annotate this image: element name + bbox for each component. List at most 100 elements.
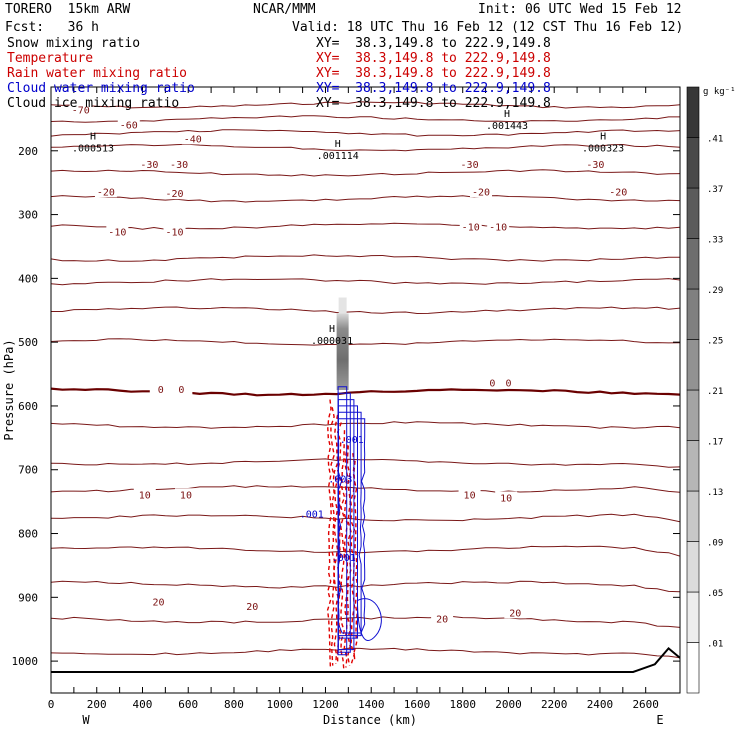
- temperature-label: -40: [184, 134, 202, 145]
- temperature-label: 20: [436, 615, 448, 626]
- colorbar-label: .37: [707, 185, 723, 195]
- temperature-label: -20: [609, 187, 627, 198]
- temperature-label: -20: [97, 187, 115, 198]
- org-label: NCAR/MMM: [253, 2, 316, 17]
- x-tick-label: 1800: [449, 698, 476, 711]
- colorbar-swatch: [686, 541, 700, 593]
- temperature-label: -20: [472, 187, 490, 198]
- temperature-label-bg: [138, 157, 161, 170]
- colorbar-swatch: [686, 187, 700, 239]
- temperature-label: -10: [165, 227, 183, 238]
- temperature-label-bg: [458, 488, 481, 501]
- x-tick-label: 2600: [632, 698, 659, 711]
- maximum-value: .001114: [317, 151, 359, 162]
- x-tick-label: 400: [133, 698, 153, 711]
- temperature-label: -10: [489, 222, 507, 233]
- temperature-label: -30: [170, 160, 188, 171]
- colorbar-swatch: [686, 137, 700, 189]
- plot-frame: [50, 86, 681, 694]
- temperature-label: 0: [158, 385, 164, 396]
- temperature-label: 20: [246, 602, 258, 613]
- temperature-contour: [51, 545, 680, 557]
- temperature-label-bg: [487, 220, 510, 233]
- colorbar-swatch: [686, 440, 700, 492]
- field-name-temperature: Temperature: [7, 51, 94, 66]
- rain-water-contour: [326, 399, 332, 668]
- snow-mixing-ratio-shading: [338, 297, 347, 314]
- y-tick-label: 800: [18, 528, 38, 541]
- forecast-hour: Fcst: 36 h: [5, 20, 99, 35]
- cloud-water-label: .001: [300, 510, 324, 521]
- temperature-contour: [51, 254, 680, 262]
- snow-mixing-ratio-shading: [336, 313, 349, 390]
- east-label: E: [656, 713, 663, 727]
- colorbar-swatch: [686, 389, 700, 441]
- colorbar-label: .05: [707, 589, 723, 599]
- rain-water-contour: [339, 430, 346, 670]
- cloud-water-label: .003: [328, 474, 352, 485]
- x-tick-label: 600: [178, 698, 198, 711]
- temperature-contour: [51, 580, 680, 593]
- temperature-contour: [51, 115, 680, 123]
- temperature-contour: [51, 647, 680, 659]
- x-tick-label: 2200: [541, 698, 568, 711]
- y-tick-label: 200: [18, 145, 38, 158]
- temperature-contour: [51, 421, 680, 429]
- temperature-label-bg: [163, 187, 186, 200]
- temperature-label: 10: [139, 490, 151, 501]
- terrain-line: [51, 646, 680, 673]
- temperature-contour: [51, 101, 680, 109]
- temperature-label-bg: [94, 185, 117, 198]
- maximum-marker: H: [329, 324, 335, 335]
- x-tick-label: 2400: [587, 698, 614, 711]
- plot-area: [51, 87, 680, 693]
- temperature-label-bg: [607, 185, 630, 198]
- temperature-contour: [51, 615, 680, 628]
- temperature-label-bg: [168, 157, 191, 170]
- colorbar-swatch: [686, 86, 700, 138]
- colorbar-label: .17: [707, 438, 723, 448]
- west-label: W: [82, 713, 90, 727]
- maximum-marker: H: [504, 109, 510, 120]
- colorbar-label: .41: [707, 135, 723, 145]
- temperature-contour: [51, 278, 680, 286]
- field-xy-rain: XY= 38.3,149.8 to 222.9,149.8: [316, 66, 551, 81]
- field-name-snow: Snow mixing ratio: [7, 36, 141, 51]
- y-axis-label: Pressure (hPa): [2, 339, 16, 440]
- temperature-label-bg: [504, 606, 527, 619]
- temperature-contour: [51, 485, 680, 493]
- temperature-contour: [51, 513, 680, 523]
- maximum-marker: H: [90, 132, 96, 143]
- y-tick-label: 400: [18, 272, 38, 285]
- y-tick-label: 300: [18, 209, 38, 222]
- cloud-water-label: .001: [340, 435, 364, 446]
- temperature-label: -10: [108, 227, 126, 238]
- colorbar-swatch: [686, 339, 700, 391]
- temperature-contour: [51, 222, 680, 230]
- temperature-label: 10: [500, 493, 512, 504]
- temperature-label-bg: [497, 376, 520, 389]
- temperature-label-bg: [106, 225, 129, 238]
- x-tick-label: 1400: [358, 698, 385, 711]
- colorbar-label: .29: [707, 286, 723, 296]
- rain-water-contour: [353, 460, 359, 662]
- colorbar-swatch: [686, 490, 700, 542]
- rain-water-contour: [343, 437, 349, 668]
- field-xy-cloud-ice: XY= 38.3,149.8 to 222.9,149.8: [316, 96, 551, 111]
- temperature-label-bg: [163, 225, 186, 238]
- colorbar-unit: g kg⁻¹: [703, 87, 736, 97]
- temperature-label: -30: [461, 160, 479, 171]
- colorbar-label: .01: [707, 640, 723, 650]
- colorbar-swatch: [686, 288, 700, 340]
- temperature-label-bg: [117, 118, 140, 131]
- colorbar-label: .25: [707, 337, 723, 347]
- temperature-label-bg: [241, 599, 264, 612]
- temperature-label: 20: [509, 608, 521, 619]
- temperature-label: -70: [72, 106, 90, 117]
- temperature-label-bg: [459, 220, 482, 233]
- temperature-label: -60: [120, 120, 138, 131]
- temperature-label-bg: [495, 491, 518, 504]
- maximum-marker: H: [600, 132, 606, 143]
- colorbar-swatch: [686, 642, 700, 694]
- model-title: TORERO 15km ARW: [5, 2, 131, 17]
